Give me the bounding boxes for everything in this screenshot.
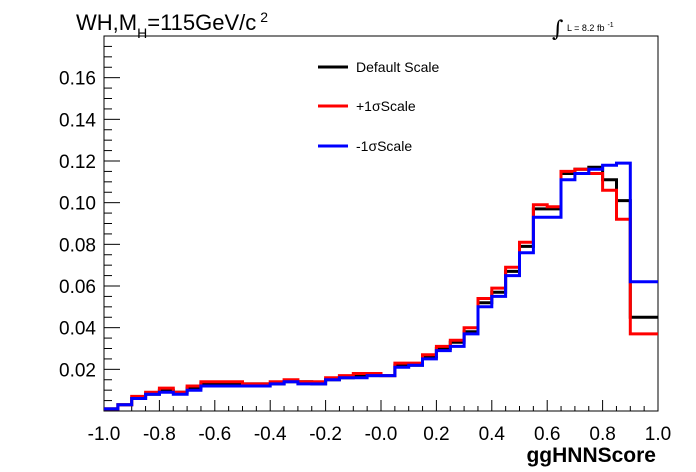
lumi-integral-symbol: ∫ <box>552 17 564 42</box>
x-tick-label: 0.2 <box>423 424 449 445</box>
x-axis-title: ggHNNScore <box>526 444 656 467</box>
lumi-annotation: L = 8.2 fb -1 <box>567 22 614 33</box>
series-group <box>104 161 658 411</box>
y-tick-label: 0.14 <box>59 110 96 131</box>
chart-title-rest: =115GeV/c <box>147 10 256 35</box>
chart-title: WH,MH=115GeV/c 2 <box>76 9 268 41</box>
y-tick-label: 0.12 <box>59 152 96 173</box>
y-tick-label: 0.06 <box>59 277 96 298</box>
x-tick-label: -0.4 <box>254 424 287 445</box>
y-tick-label: 0.02 <box>59 360 96 381</box>
series-line-2 <box>104 161 658 411</box>
lumi-text: L = 8.2 fb <box>567 23 604 33</box>
y-tick-label: 0.10 <box>59 194 96 215</box>
plot-frame <box>103 35 659 412</box>
y-tick-label: 0.04 <box>59 319 96 340</box>
chart-title-main: WH,M <box>76 10 137 35</box>
legend: Default Scale +1σScale -1σScale <box>318 59 439 154</box>
x-tick-label: 1.0 <box>645 424 671 445</box>
legend-label-minus1sigma: -1σScale <box>356 138 412 154</box>
series-line-1 <box>104 167 658 411</box>
x-tick-label: -0.8 <box>143 424 176 445</box>
legend-label-plus1sigma: +1σScale <box>356 98 416 114</box>
x-tick-label: 0.6 <box>534 424 560 445</box>
x-tick-label: 0.8 <box>589 424 615 445</box>
chart-title-superscript: 2 <box>260 9 268 25</box>
legend-label-default: Default Scale <box>356 59 439 75</box>
x-tick-label: 0.4 <box>479 424 506 445</box>
x-tick-label: -1.0 <box>88 424 121 445</box>
x-tick-label: -0.0 <box>365 424 398 445</box>
x-tick-label: -0.2 <box>309 424 342 445</box>
y-tick-label: 0.16 <box>59 69 96 90</box>
y-tick-label: 0.08 <box>59 235 96 256</box>
x-tick-label: -0.6 <box>198 424 231 445</box>
axis-ticks: -1.0 -0.8 -0.6 -0.4 -0.2 -0.0 0.2 0.4 0.6 0.8 1.0 0… <box>59 35 671 445</box>
lumi-superscript: -1 <box>607 22 613 29</box>
chart-title-subscript: H <box>137 25 147 41</box>
